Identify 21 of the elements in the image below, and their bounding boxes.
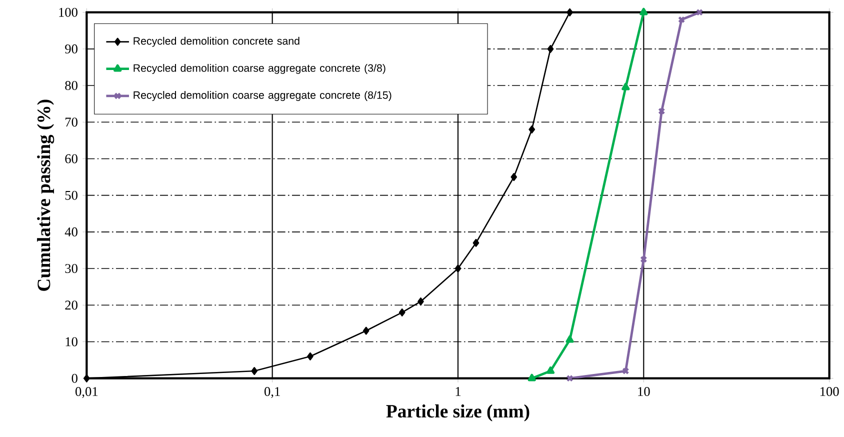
- x-tick-label: 0,1: [264, 387, 280, 398]
- y-axis-title: Cumulative passing (%): [37, 100, 54, 291]
- y-tick-label: 70: [66, 118, 78, 127]
- legend-label: Recycled demolition coarse aggregate concrete (3/8): [134, 64, 386, 74]
- x-tick-label: 0,01: [76, 387, 98, 398]
- y-tick-label: 10: [66, 337, 78, 346]
- y-tick-label: 0: [72, 374, 78, 383]
- legend-label: Recycled demolition coarse aggregate concrete (8/15): [134, 91, 392, 101]
- y-tick-label: 60: [65, 154, 78, 164]
- y-tick-label: 30: [65, 264, 78, 274]
- x-tick-label: 1: [456, 387, 461, 396]
- legend-label: Recycled demolition concrete sand: [134, 36, 300, 47]
- y-tick-label: 40: [64, 227, 78, 236]
- x-tick-label: 10: [638, 387, 650, 396]
- y-tick-label: 100: [59, 8, 78, 17]
- y-tick-label: 20: [65, 300, 78, 310]
- y-tick-label: 90: [65, 44, 78, 54]
- y-tick-label: 80: [65, 81, 78, 90]
- x-axis-title: Particle size (mm): [386, 404, 530, 422]
- y-tick-label: 50: [65, 190, 78, 200]
- x-tick-label: 100: [820, 387, 839, 396]
